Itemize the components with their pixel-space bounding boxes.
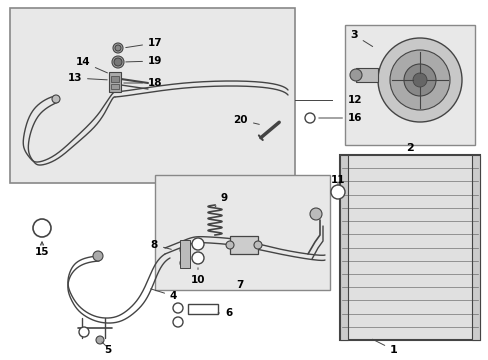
Text: 7: 7 <box>236 280 243 290</box>
Circle shape <box>33 219 51 237</box>
Text: 6: 6 <box>218 308 232 318</box>
Circle shape <box>330 185 345 199</box>
Text: 19: 19 <box>125 56 162 66</box>
Text: 17: 17 <box>125 38 163 48</box>
Text: 2: 2 <box>406 143 413 153</box>
Circle shape <box>112 56 124 68</box>
Circle shape <box>377 38 461 122</box>
Bar <box>339 155 347 340</box>
Bar <box>180 240 190 268</box>
Text: 20: 20 <box>233 115 259 125</box>
Circle shape <box>412 73 426 87</box>
Circle shape <box>96 336 104 344</box>
Circle shape <box>173 303 183 313</box>
Bar <box>355 68 377 82</box>
Text: 5: 5 <box>104 345 111 355</box>
Circle shape <box>225 241 234 249</box>
Circle shape <box>79 327 89 337</box>
Text: 15: 15 <box>35 247 49 257</box>
Circle shape <box>173 317 183 327</box>
Bar <box>471 155 479 340</box>
Text: 18: 18 <box>123 78 162 88</box>
Circle shape <box>113 43 123 53</box>
Text: 8: 8 <box>150 240 171 250</box>
Bar <box>345 25 474 145</box>
Text: 11: 11 <box>330 175 345 185</box>
Text: 14: 14 <box>75 57 107 73</box>
Circle shape <box>389 50 449 110</box>
Circle shape <box>192 238 203 250</box>
Text: 13: 13 <box>67 73 107 83</box>
Circle shape <box>52 95 60 103</box>
Text: 1: 1 <box>372 339 397 355</box>
Bar <box>111 76 119 82</box>
Text: 3: 3 <box>350 30 372 46</box>
Bar <box>155 175 329 290</box>
Bar <box>229 236 258 254</box>
Circle shape <box>403 64 435 96</box>
Circle shape <box>180 258 190 268</box>
Circle shape <box>305 113 314 123</box>
Bar <box>10 8 294 183</box>
Bar <box>111 84 119 89</box>
Bar <box>109 72 121 92</box>
Circle shape <box>349 69 361 81</box>
Text: 12: 12 <box>347 95 362 105</box>
Circle shape <box>309 208 321 220</box>
Circle shape <box>115 45 121 51</box>
Bar <box>187 304 218 314</box>
Bar <box>339 155 479 340</box>
Circle shape <box>114 58 122 66</box>
Text: 4: 4 <box>150 289 177 301</box>
Circle shape <box>253 241 262 249</box>
Circle shape <box>180 245 190 255</box>
Circle shape <box>93 251 103 261</box>
Text: 16: 16 <box>318 113 362 123</box>
Circle shape <box>192 252 203 264</box>
Text: 10: 10 <box>190 268 205 285</box>
Text: 9: 9 <box>215 193 227 207</box>
